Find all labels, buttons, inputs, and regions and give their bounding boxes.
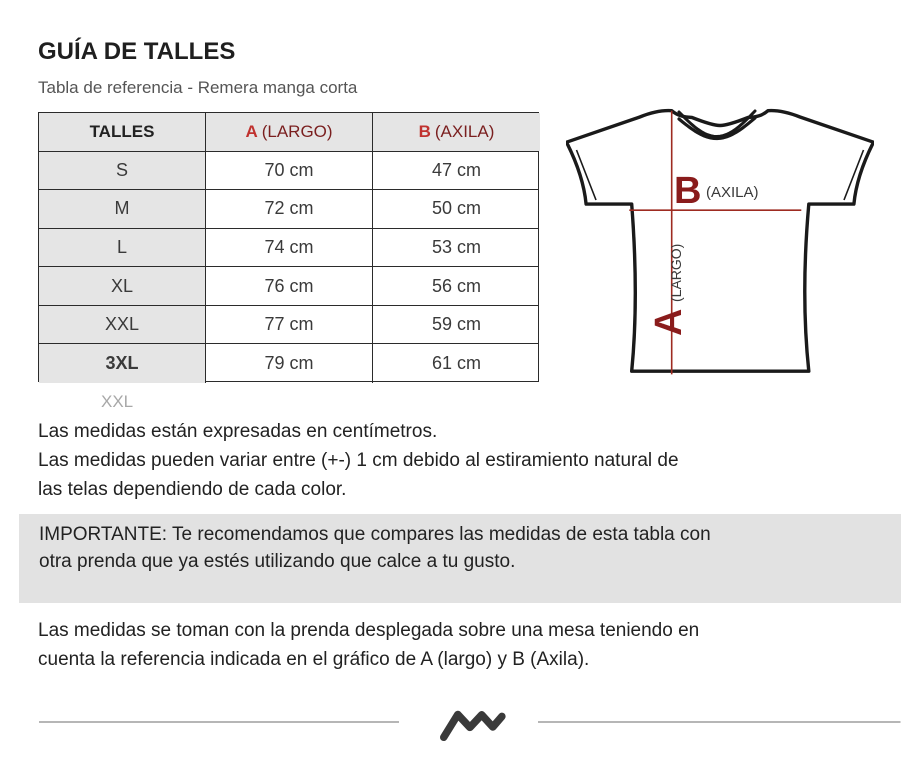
svg-text:A: A: [648, 309, 690, 336]
svg-text:(LARGO): (LARGO): [668, 244, 684, 302]
svg-text:B: B: [674, 170, 701, 212]
svg-text:(AXILA): (AXILA): [706, 184, 759, 201]
